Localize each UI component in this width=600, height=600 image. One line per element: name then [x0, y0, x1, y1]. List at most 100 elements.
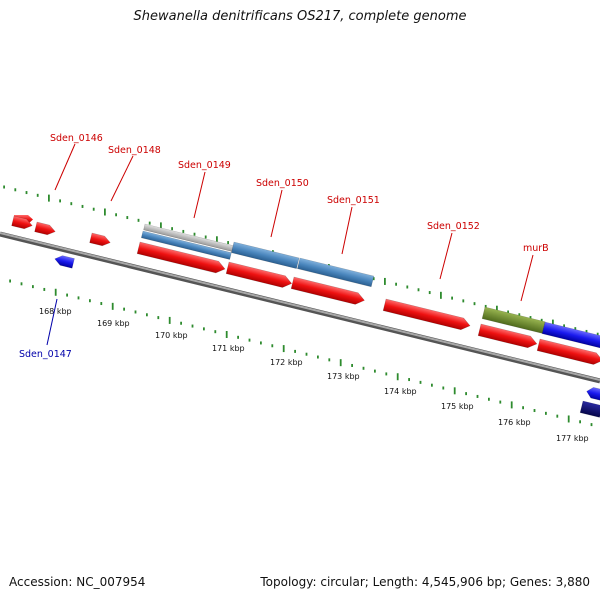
gene-arrow-sden-0151[interactable] [290, 276, 366, 306]
scale-tick [225, 331, 228, 339]
gene-label-sden-0151[interactable]: Sden_0151 [327, 195, 380, 206]
gene-arrow-sden-0150[interactable] [225, 261, 293, 289]
scale-tick [20, 282, 23, 286]
gene-arrow-sden-0148[interactable] [89, 232, 112, 247]
upper-tick [473, 302, 476, 306]
scale-tick [77, 296, 80, 300]
upper-tick [48, 194, 50, 202]
upper-tick [216, 236, 218, 244]
scale-tick [146, 313, 148, 317]
scale-tick [43, 287, 46, 291]
scale-label-168: 168 kbp [39, 307, 72, 316]
upper-tick [440, 291, 442, 299]
label-leaders [46, 143, 534, 346]
scale-tick [157, 316, 160, 320]
scale-label-175: 175 kbp [441, 402, 474, 411]
gene-arrow-blue-right[interactable] [541, 321, 600, 349]
upper-tick [518, 313, 521, 317]
upper-tick [451, 296, 453, 300]
upper-tick [384, 277, 386, 285]
gene-arrow-next[interactable] [536, 338, 600, 366]
upper-tick [92, 207, 95, 211]
scale-tick [203, 327, 205, 331]
scale-tick [431, 383, 433, 387]
scale-tick [317, 355, 319, 359]
scale-tick [237, 335, 239, 339]
gene-features [11, 215, 600, 418]
gene-arrow-sden-0152[interactable] [382, 298, 471, 332]
upper-tick [227, 241, 229, 245]
upper-tick [484, 304, 487, 308]
gene-arrow-blue-lower[interactable] [585, 386, 600, 401]
scale-labels: 168 kbp 169 kbp 170 kbp 171 kbp 172 kbp … [39, 307, 589, 443]
upper-tick [182, 229, 185, 233]
cds-bar-blue-2[interactable] [231, 241, 300, 269]
scale-label-174: 174 kbp [384, 387, 417, 396]
gene-arrow-murb[interactable] [477, 323, 538, 350]
gene-label-sden-0147[interactable]: Sden_0147 [19, 349, 72, 360]
cds-bar-blue-1[interactable] [141, 230, 232, 260]
upper-tick [372, 277, 375, 281]
upper-tick [552, 319, 554, 327]
upper-tick [406, 285, 409, 289]
upper-tick [148, 221, 151, 225]
scale-tick [294, 349, 296, 353]
scale-tick [32, 285, 34, 289]
gene-arrow-sden-0149[interactable] [136, 241, 226, 275]
scale-tick [465, 392, 467, 396]
upper-tick [171, 227, 173, 231]
upper-tick [137, 218, 140, 222]
map-title: Shewanella denitrificans OS217, complete… [133, 9, 467, 24]
cds-bar-blue-3[interactable] [297, 257, 375, 288]
scale-tick [328, 358, 331, 362]
scale-tick [567, 415, 570, 423]
scale-tick [214, 330, 217, 334]
accession-text: Accession: NC_007954 [9, 575, 146, 589]
leader-sden-0149 [193, 171, 206, 219]
scale-tick [579, 420, 581, 424]
scale-tick [556, 414, 559, 418]
gene-label-sden-0149[interactable]: Sden_0149 [178, 160, 231, 171]
upper-tick [115, 213, 117, 217]
scale-tick [9, 279, 11, 283]
scale-tick [111, 302, 114, 310]
scale-label-177: 177 kbp [556, 434, 589, 443]
upper-tick [540, 318, 543, 322]
gene-label-sden-0150[interactable]: Sden_0150 [256, 178, 309, 189]
leader-sden-0151 [341, 206, 353, 255]
scale-tick [419, 380, 422, 384]
upper-tick [81, 204, 84, 208]
gene-label-sden-0152[interactable]: Sden_0152 [427, 221, 480, 232]
scale-tick [271, 344, 274, 348]
scale-tick [89, 299, 91, 303]
scale-tick [134, 310, 137, 314]
gene-arrow-sden-0147[interactable] [54, 254, 75, 269]
gene-label-sden-0148[interactable]: Sden_0148 [108, 145, 161, 156]
scale-tick [168, 316, 171, 324]
scale-tick [385, 372, 388, 376]
upper-tick [417, 288, 420, 292]
upper-tick [204, 235, 207, 239]
scale-label-171: 171 kbp [212, 344, 245, 353]
upper-tick [496, 305, 498, 313]
scale-tick [282, 345, 285, 353]
leader-sden-0152 [439, 232, 453, 280]
upper-tick [574, 327, 577, 331]
scale-tick [510, 401, 513, 409]
gene-label-sden-0146[interactable]: Sden_0146 [50, 133, 103, 144]
gene-arrow-sden-0146b[interactable] [34, 221, 57, 236]
scale-tick [100, 302, 103, 306]
upper-tick [3, 185, 5, 189]
upper-tick [59, 199, 61, 203]
gene-arrow-sden-0146[interactable] [11, 215, 34, 230]
scale-tick [533, 409, 536, 413]
scale-tick [260, 341, 262, 345]
upper-tick [193, 232, 196, 236]
topology-text: Topology: circular; Length: 4,545,906 bp… [260, 575, 590, 589]
scale-tick [248, 338, 251, 342]
gene-label-murb[interactable]: murB [523, 243, 549, 254]
upper-tick [36, 193, 39, 197]
leader-sden-0148 [110, 155, 134, 202]
upper-tick [126, 216, 129, 220]
